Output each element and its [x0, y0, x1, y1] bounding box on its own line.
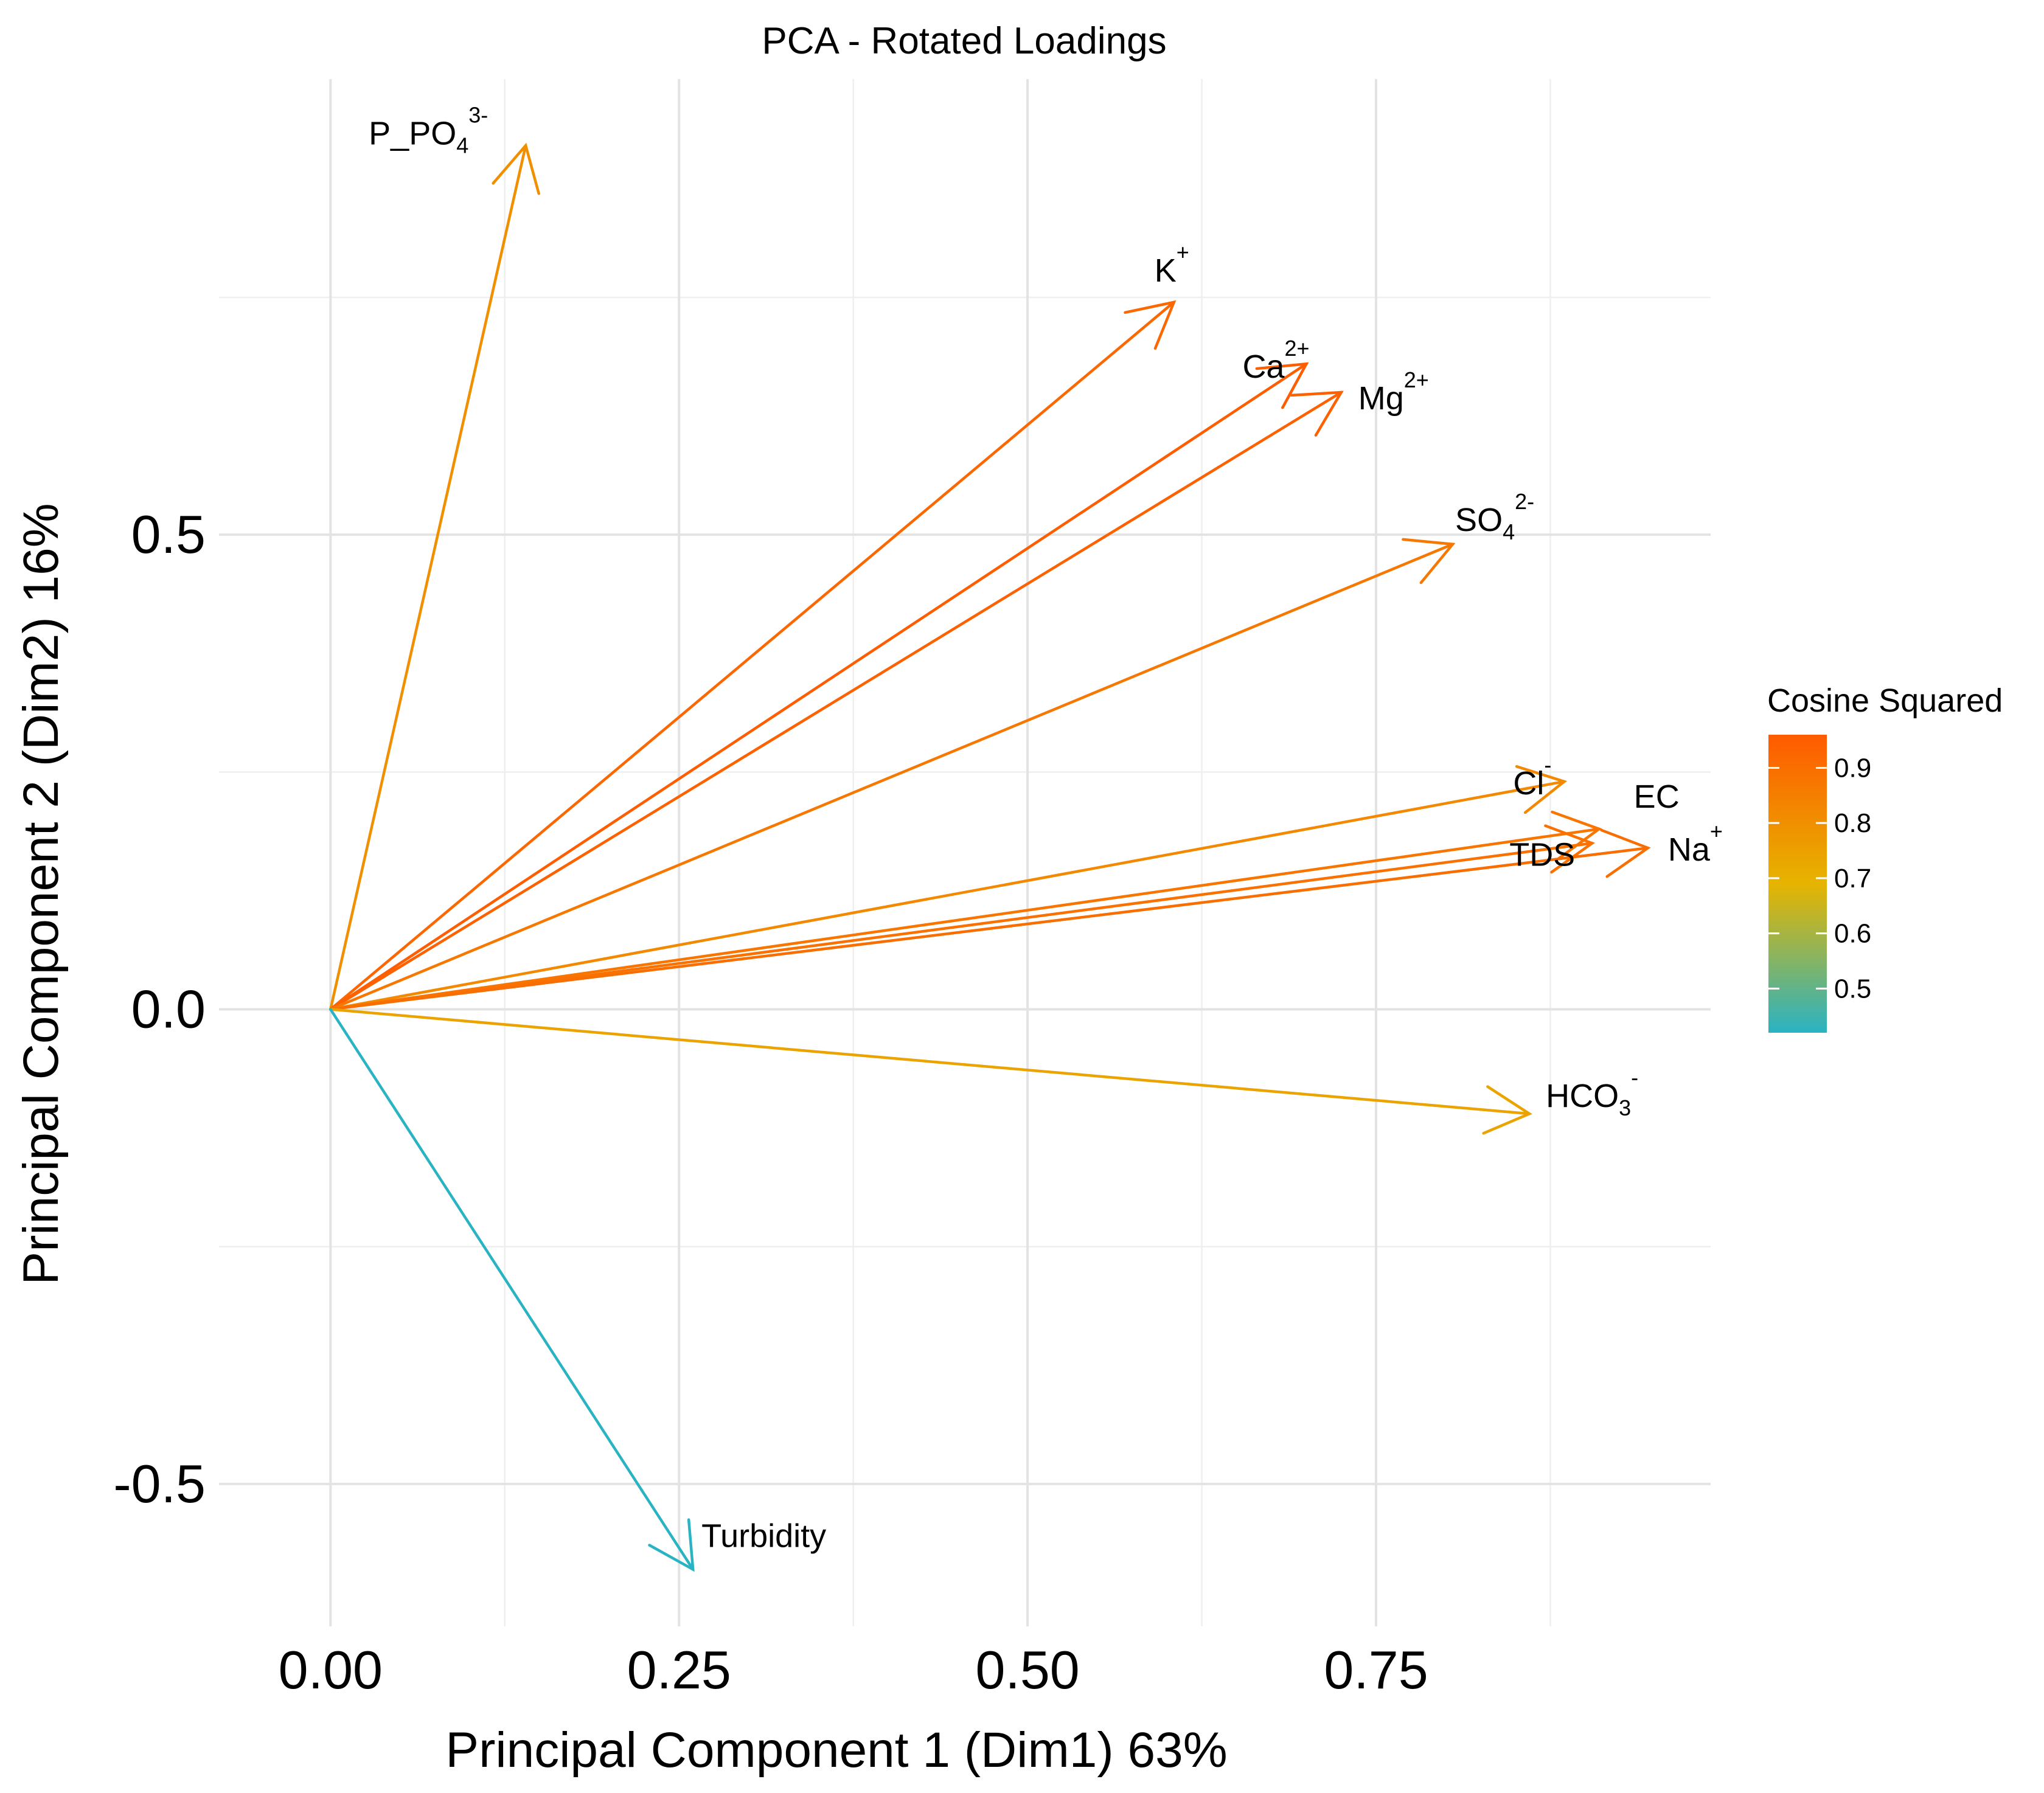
label-turbidity: Turbidity	[701, 1517, 826, 1554]
arrow-so4	[329, 543, 1455, 1011]
arrow-p-po4	[329, 144, 527, 1011]
legend-tick-label: 0.5	[1834, 974, 1871, 1004]
y-tick-label: -0.5	[113, 1454, 206, 1514]
legend-tick-label: 0.6	[1834, 919, 1871, 949]
y-axis-ticks: -0.5 0.0 0.5	[113, 504, 206, 1514]
arrow-ec	[329, 827, 1601, 1011]
legend-tick-label: 0.8	[1834, 808, 1871, 838]
arrowhead-mg	[1290, 390, 1344, 437]
label-ca: Ca2+	[1242, 336, 1309, 385]
arrowhead-cl	[1515, 765, 1568, 814]
arrowhead-ec	[1551, 810, 1602, 860]
label-na: Na+	[1668, 819, 1723, 868]
arrowhead-p-po4	[492, 142, 540, 195]
loading-arrows	[329, 142, 1651, 1572]
label-mg: Mg2+	[1358, 367, 1429, 417]
x-axis-ticks: 0.00 0.25 0.50 0.75	[279, 1640, 1428, 1700]
y-tick-label: 0.0	[131, 979, 206, 1039]
arrow-cl	[329, 780, 1566, 1011]
arrow-turbidity	[329, 1008, 695, 1571]
chart-title: PCA - Rotated Loadings	[762, 20, 1166, 62]
label-so4: SO42-	[1455, 489, 1534, 544]
arrowhead-hco3	[1482, 1085, 1532, 1135]
y-axis-title: Principal Component 2 (Dim2) 16%	[13, 503, 69, 1285]
arrow-tds	[329, 842, 1594, 1011]
arrow-ca	[329, 362, 1308, 1011]
legend-title: Cosine Squared	[1767, 682, 2003, 719]
arrowhead-ca	[1255, 362, 1309, 409]
label-hco3: HCO3-	[1546, 1065, 1638, 1120]
legend: Cosine Squared 0.5 0.6 0.7 0.8 0.9	[1767, 682, 2003, 1033]
x-tick-label: 0.50	[975, 1640, 1079, 1700]
x-axis-title: Principal Component 1 (Dim1) 63%	[445, 1722, 1227, 1778]
x-tick-label: 0.75	[1324, 1640, 1428, 1700]
label-tds: TDS	[1509, 836, 1575, 873]
arrowhead-k	[1124, 300, 1177, 350]
arrowhead-so4	[1402, 538, 1456, 584]
arrowhead-turbidity	[648, 1518, 695, 1572]
label-k: K+	[1155, 240, 1189, 289]
grid	[219, 79, 1711, 1626]
x-tick-label: 0.00	[279, 1640, 383, 1700]
arrow-hco3	[329, 1008, 1531, 1115]
x-tick-label: 0.25	[627, 1640, 731, 1700]
arrow-k	[329, 300, 1175, 1011]
arrow-mg	[329, 390, 1343, 1011]
legend-colorbar	[1768, 735, 1827, 1033]
legend-tick-label: 0.7	[1834, 864, 1871, 893]
label-ec: EC	[1634, 779, 1680, 815]
label-cl: Cl-	[1513, 752, 1551, 802]
loading-labels: P_PO43- K+ Ca2+ Mg2+ SO42- Cl- EC TDS Na+ HCO3- Tu…	[369, 102, 1723, 1554]
label-p-po4: P_PO43-	[369, 102, 488, 158]
y-tick-label: 0.5	[131, 504, 206, 564]
legend-tick-label: 0.9	[1834, 753, 1871, 783]
arrowhead-tds	[1544, 824, 1595, 874]
legend-ticks: 0.5 0.6 0.7 0.8 0.9	[1768, 753, 1871, 1004]
arrowhead-na	[1600, 828, 1651, 878]
arrow-na	[329, 846, 1650, 1011]
